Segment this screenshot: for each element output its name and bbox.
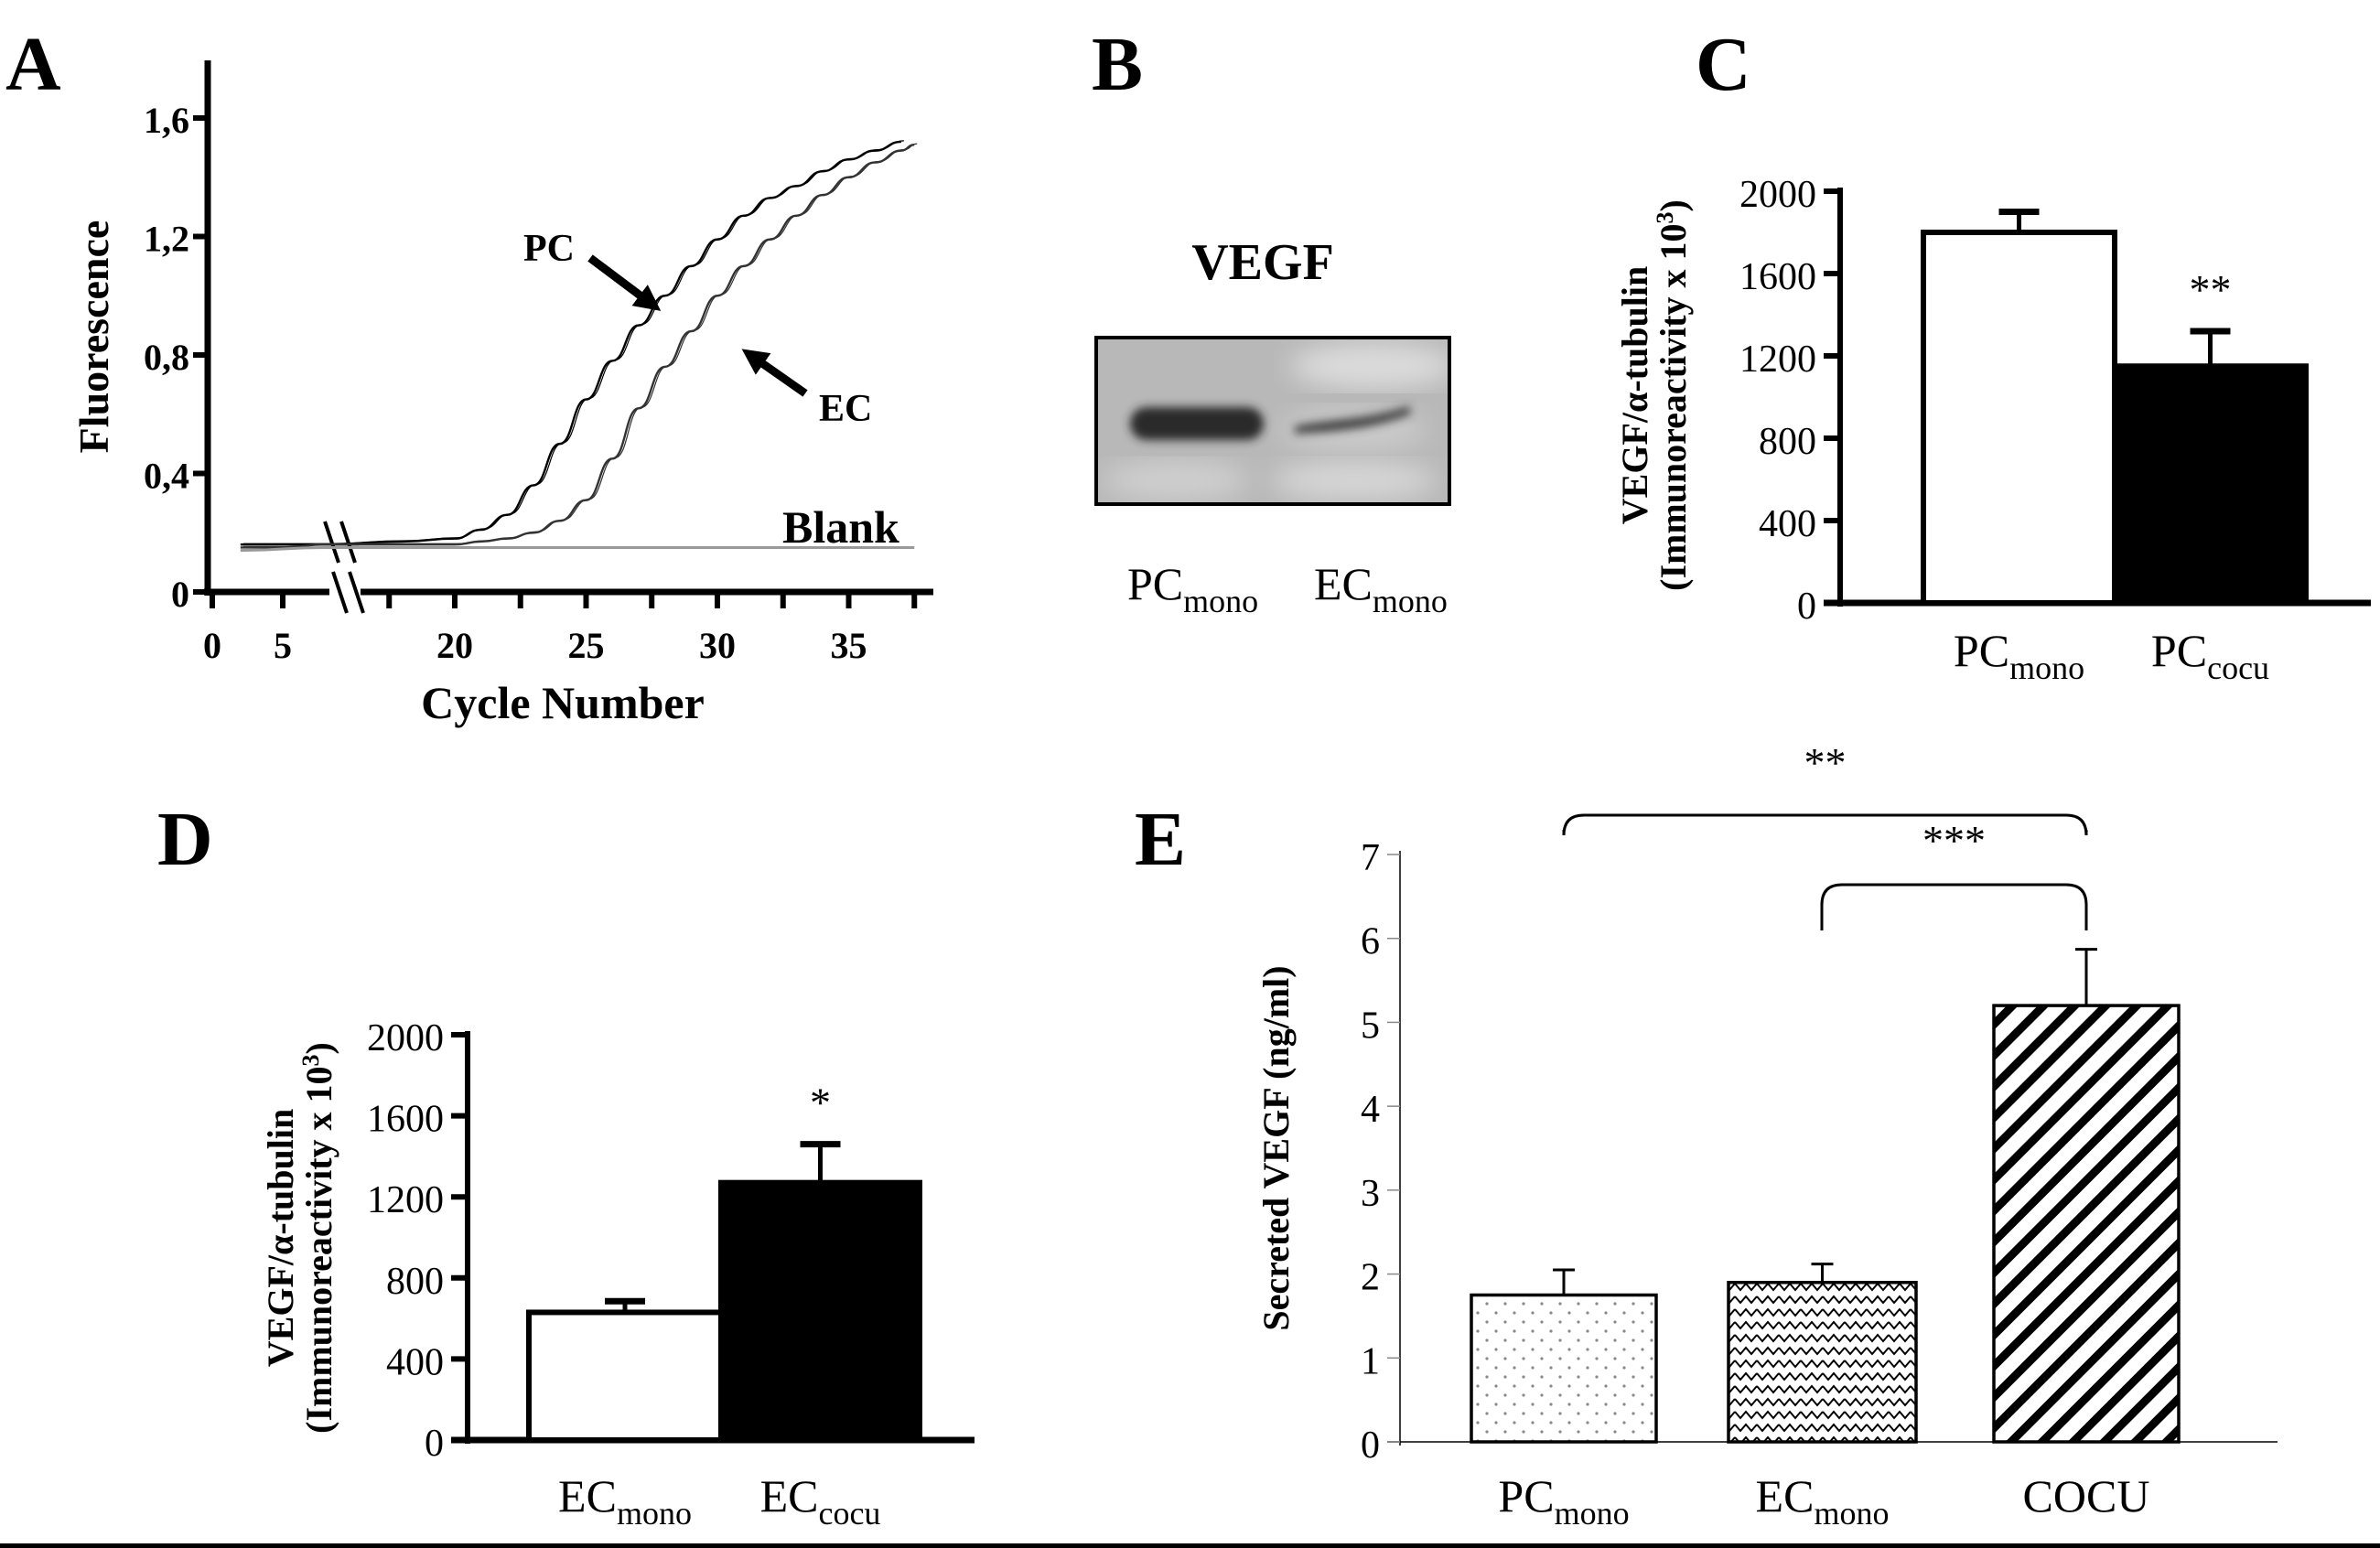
significance-marker: * bbox=[810, 1080, 831, 1126]
figure-bottom-border bbox=[0, 1543, 2380, 1548]
y-tick-label: 2000 bbox=[1739, 174, 1816, 216]
ec-arrow-icon bbox=[741, 349, 808, 397]
y-tick-label: 0 bbox=[1361, 1424, 1380, 1467]
western-blot-image bbox=[1094, 336, 1451, 506]
axis-break-mark-icon bbox=[331, 571, 349, 614]
y-tick-label: 1,2 bbox=[144, 219, 189, 260]
y-tick-label: 800 bbox=[386, 1261, 444, 1303]
y-tick-label: 5 bbox=[1361, 1005, 1380, 1047]
y-tick-label: 4 bbox=[1361, 1089, 1380, 1131]
panel-e: E Secreted VEGF (ng/ml) 0 1 2 3 4 5 6 7 PCmono EC… bbox=[1135, 739, 2278, 1532]
x-tick-label: 5 bbox=[274, 625, 292, 666]
y-tick-label: 0,8 bbox=[144, 337, 189, 378]
panel-c-ylabel-line2: (Immunoreactivity x 103) bbox=[1652, 199, 1694, 591]
blot-title: VEGF bbox=[1191, 234, 1334, 291]
ec-mono-band bbox=[1295, 406, 1411, 434]
bar-cocu bbox=[1992, 1004, 2181, 1444]
y-tick-label: 1600 bbox=[367, 1099, 444, 1141]
significance-marker: ** bbox=[1804, 739, 1847, 786]
panel-d-plot: 0 400 800 1200 1600 2000 ECmono ECcocu * bbox=[367, 1017, 975, 1532]
axis-break-mark-icon bbox=[348, 571, 365, 614]
significance-marker: *** bbox=[1922, 817, 1986, 864]
bar-ec-mono bbox=[1727, 1280, 1918, 1444]
panel-a: A 0 0,4 0,8 1,2 1,6 0 5 20 25 30 35 Fluorescence C… bbox=[5, 22, 933, 728]
axis-break-mark-icon bbox=[339, 521, 357, 564]
category-label: PCmono bbox=[1498, 1470, 1629, 1532]
x-tick-label: 20 bbox=[436, 625, 473, 666]
significance-marker: ** bbox=[2190, 266, 2232, 313]
y-tick-label: 0 bbox=[1797, 586, 1816, 628]
category-label: ECcocu bbox=[760, 1470, 881, 1532]
bar-ec-cocu bbox=[718, 1179, 922, 1443]
category-label: ECmono bbox=[558, 1470, 692, 1532]
lane-label-pc-mono: PCmono bbox=[1127, 558, 1258, 619]
significance-bracket bbox=[1820, 883, 2088, 930]
bar-pc-cocu bbox=[2112, 363, 2309, 606]
x-tick-label: 30 bbox=[699, 625, 736, 666]
panel-letter-c: C bbox=[1696, 22, 1751, 107]
y-tick-label: 2000 bbox=[367, 1017, 444, 1059]
panel-b: B VEGF PCmono ECmono bbox=[1092, 22, 1451, 619]
y-tick-label: 0,4 bbox=[144, 456, 189, 497]
x-tick-label: 25 bbox=[568, 625, 605, 666]
bar-pc-mono bbox=[1470, 1293, 1658, 1444]
y-tick-label: 7 bbox=[1361, 837, 1380, 879]
panel-a-ylabel: Fluorescence bbox=[70, 220, 117, 454]
panel-d-ylabel-line2: (Immunoreactivity x 103) bbox=[297, 1042, 339, 1434]
category-label: ECmono bbox=[1756, 1470, 1890, 1532]
y-tick-label: 2 bbox=[1361, 1257, 1380, 1299]
panel-c-ylabel-line1: VEGF/α-tubulin bbox=[1614, 266, 1655, 524]
y-tick-label: 1 bbox=[1361, 1340, 1380, 1382]
curve-ec bbox=[323, 143, 915, 546]
axis-break-mark-icon bbox=[323, 521, 340, 564]
y-tick-label: 400 bbox=[1759, 503, 1816, 545]
panel-d-ylabel: VEGF/α-tubulin (Immunoreactivity x 103) bbox=[260, 1042, 339, 1434]
panel-a-curves bbox=[240, 140, 918, 553]
panel-a-axes: 0 0,4 0,8 1,2 1,6 0 5 20 25 30 35 bbox=[144, 60, 933, 666]
y-tick-label: 6 bbox=[1361, 921, 1380, 963]
bar-ec-mono bbox=[526, 1309, 724, 1443]
pc-curve-label: PC bbox=[523, 228, 575, 270]
category-label: PCcocu bbox=[2151, 625, 2269, 686]
category-label: COCU bbox=[2023, 1470, 2150, 1521]
lane-label-ec-mono: ECmono bbox=[1314, 558, 1448, 619]
curve-pc-replicate bbox=[326, 140, 904, 544]
y-tick-label: 1,6 bbox=[144, 100, 189, 141]
bar-pc-mono bbox=[1921, 230, 2117, 606]
y-tick-label: 3 bbox=[1361, 1173, 1380, 1215]
panel-letter-b: B bbox=[1092, 22, 1143, 107]
panel-e-ylabel: Secreted VEGF (ng/ml) bbox=[1255, 965, 1297, 1330]
pc-mono-band bbox=[1130, 407, 1264, 440]
panel-c: C VEGF/α-tubulin (Immunoreactivity x 103… bbox=[1614, 22, 2371, 686]
y-tick-label: 1200 bbox=[1739, 339, 1816, 381]
panel-letter-a: A bbox=[5, 22, 61, 107]
y-tick-label: 800 bbox=[1759, 421, 1816, 463]
pc-arrow-icon bbox=[587, 254, 662, 311]
x-tick-label: 35 bbox=[831, 625, 867, 666]
curve-pc bbox=[323, 140, 901, 546]
category-label: PCmono bbox=[1954, 625, 2084, 686]
ec-curve-label: EC bbox=[819, 388, 872, 430]
y-tick-label: 0 bbox=[425, 1423, 444, 1465]
panel-d: D VEGF/α-tubulin (Immunoreactivity x 103… bbox=[157, 797, 975, 1532]
curve-ec-replicate bbox=[326, 143, 918, 544]
y-tick-label: 0 bbox=[171, 574, 189, 615]
panel-letter-e: E bbox=[1135, 797, 1186, 882]
panel-d-ylabel-line1: VEGF/α-tubulin bbox=[260, 1109, 301, 1367]
panel-c-plot: 0 400 800 1200 1600 2000 PCmono PCcocu ** bbox=[1739, 174, 2371, 686]
y-tick-label: 1200 bbox=[367, 1179, 444, 1221]
panel-letter-d: D bbox=[157, 797, 213, 882]
y-tick-label: 400 bbox=[386, 1341, 444, 1383]
x-tick-label: 0 bbox=[203, 625, 221, 666]
blank-curve-label: Blank bbox=[782, 501, 899, 553]
panel-c-ylabel: VEGF/α-tubulin (Immunoreactivity x 103) bbox=[1614, 199, 1694, 591]
y-tick-label: 1600 bbox=[1739, 256, 1816, 298]
significance-bracket bbox=[1562, 813, 2088, 836]
panel-a-xlabel: Cycle Number bbox=[421, 677, 705, 728]
